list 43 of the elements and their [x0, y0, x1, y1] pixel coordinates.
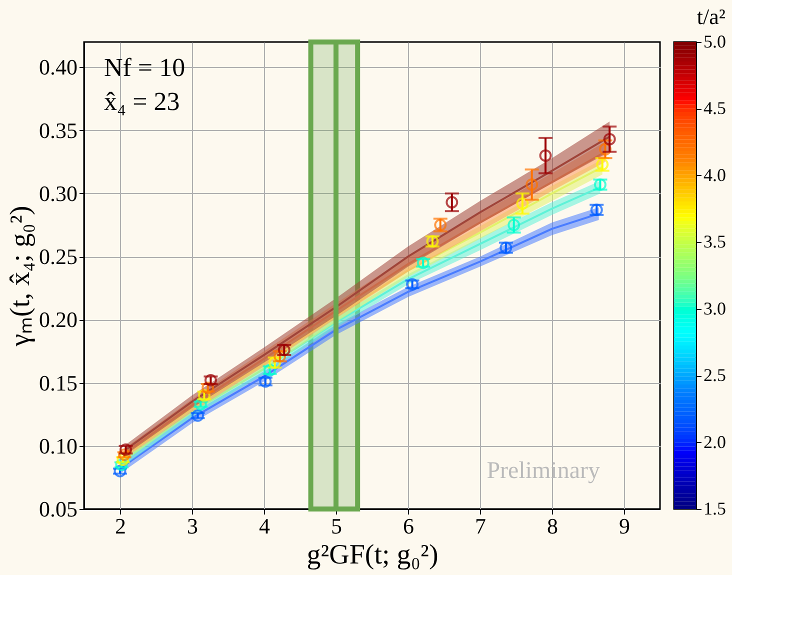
point	[114, 464, 126, 478]
color-bar-label: 4.0	[704, 164, 726, 185]
x-tick-label: 2	[115, 514, 126, 538]
point	[115, 458, 128, 472]
color-bar-label: 4.5	[704, 98, 726, 118]
x-tick-label: 8	[547, 514, 558, 538]
y-tick-label: 0.15	[39, 370, 78, 396]
point	[116, 454, 130, 466]
y-tick-label: 0.05	[39, 496, 78, 522]
point	[526, 178, 538, 191]
color-bar-label: 2.5	[704, 365, 726, 386]
point	[603, 132, 616, 146]
x-axis-title: g²GF(t; g₀²)	[306, 540, 438, 570]
point	[599, 143, 612, 156]
color-bar-label: 1.5	[704, 498, 726, 518]
annotation: x̂₄ = 23	[104, 87, 180, 116]
x-tick-label: 4	[259, 514, 270, 538]
x-tick-label: 9	[619, 514, 630, 538]
x-tick-label: 6	[403, 514, 414, 538]
annotation: Nf = 10	[104, 53, 186, 82]
color-bar-label: 3.0	[704, 298, 726, 318]
y-tick-label: 0.35	[39, 118, 78, 143]
color-bar-label: 3.5	[704, 232, 726, 252]
y-tick-label: 0.40	[39, 54, 78, 80]
point	[446, 196, 458, 209]
legend-title: t/a²	[696, 4, 726, 29]
point	[120, 443, 132, 456]
color-bar-label: 2.0	[704, 432, 726, 452]
color-bar-label: 5.0	[704, 32, 726, 52]
point	[192, 409, 204, 422]
y-tick-label: 0.20	[39, 307, 78, 332]
x-tick-label: 3	[187, 514, 198, 538]
y-tick-label: 0.30	[39, 180, 78, 206]
point	[118, 448, 131, 461]
y-axis-title: γₘ(t, x̂₄; g₀²)	[5, 206, 36, 348]
point	[508, 218, 520, 232]
point	[516, 197, 529, 210]
y-tick-label: 0.25	[39, 244, 78, 270]
x-tick-label: 5	[331, 514, 342, 538]
point	[194, 398, 207, 410]
x-tick-label: 7	[475, 514, 486, 538]
y-tick-label: 0.10	[39, 433, 78, 458]
point	[539, 149, 552, 162]
